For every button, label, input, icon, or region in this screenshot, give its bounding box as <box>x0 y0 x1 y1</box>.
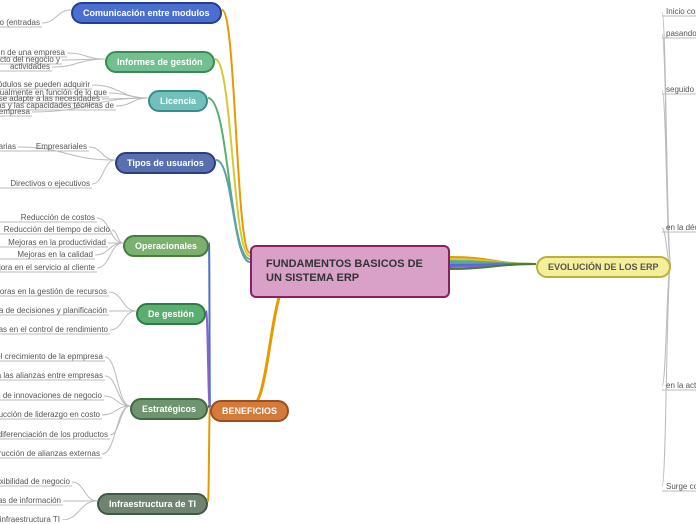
left-leaf-5-2: Mejoras en el control de rendimiento <box>0 325 108 334</box>
left-leaf-4-4: Mejora en el servicio al cliente <box>0 263 95 272</box>
left-branch-5: De gestión <box>136 303 206 325</box>
left-branch-0: Comunicación entre modulos <box>71 2 222 24</box>
right-leaf-3: en la déca <box>666 223 696 232</box>
left-branch-6: Estratégicos <box>130 398 208 420</box>
left-leaf-6-1: Apoyo a las alianzas entre empresas <box>0 371 103 380</box>
left-branch-4: Operacionales <box>123 235 209 257</box>
left-leaf-2-4: la empresa <box>0 107 30 116</box>
left-leaf-4-3: Mejoras en la calidad <box>17 250 93 259</box>
left-branch-1: Informes de gestión <box>105 51 215 73</box>
left-leaf-4-2: Mejoras en la productividad <box>8 238 106 247</box>
right-branch: EVOLUCIÓN DE LOS ERP <box>536 256 671 278</box>
left-leaf-6-5: Construcción de alianzas externas <box>0 449 100 458</box>
right-leaf-4: en la actu <box>666 381 696 390</box>
right-leaf-5: Surge com <box>666 482 696 491</box>
left-leaf-3-1: Empresariales <box>36 142 87 151</box>
left-branch-2: Licencia <box>148 90 208 112</box>
left-leaf-6-3: Construcción de liderazgo en costo <box>0 410 100 419</box>
left-leaf-4-1: Reducción del tiempo de ciclo <box>4 225 110 234</box>
mindmap-canvas: FUNDAMENTOS BASICOS DE UN SISTEMA ERP EVO… <box>0 0 696 520</box>
right-leaf-0: Inicio con e <box>666 7 696 16</box>
left-leaf-6-0: oyo en el crecimiento de la epmpresa <box>0 352 103 361</box>
left-leaf-7-0: de flexibilidad de negocio <box>0 477 70 486</box>
left-leaf-7-1: ecnologias de información <box>0 496 61 505</box>
central-node: FUNDAMENTOS BASICOS DE UN SISTEMA ERP <box>250 245 450 298</box>
left-leaf-3-2: Directivos o ejecutivos <box>10 179 90 188</box>
left-branch-7: Infraestructura de TI <box>97 493 208 515</box>
beneficios-node: BENEFICIOS <box>210 400 289 422</box>
right-leaf-1: pasando a <box>666 29 696 38</box>
right-leaf-2: seguido de <box>666 85 696 94</box>
left-branch-3: Tipos de usuarios <box>115 152 216 174</box>
left-leaf-1-2: actividades <box>10 62 50 71</box>
left-leaf-4-0: Reducción de costos <box>21 213 95 222</box>
left-leaf-5-1: en la toma de decisiones y planificación <box>0 306 107 315</box>
left-leaf-6-2: trucción de innovaciones de negocio <box>0 391 102 400</box>
left-leaf-3-0: iarias <box>0 142 16 151</box>
left-leaf-5-0: Mejoras en la gestión de recursos <box>0 287 107 296</box>
left-leaf-0-0: otro (entradas <box>0 18 40 27</box>
left-leaf-6-4: diferenciación de los productos <box>0 430 108 439</box>
